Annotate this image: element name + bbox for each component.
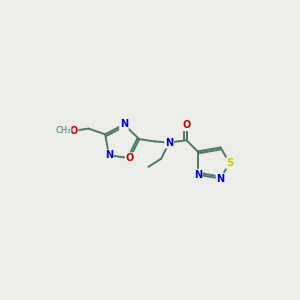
Text: O: O <box>69 126 78 136</box>
Text: N: N <box>194 169 202 180</box>
Text: N: N <box>120 119 128 129</box>
Text: N: N <box>165 138 173 148</box>
Text: O: O <box>182 120 190 130</box>
Text: N: N <box>216 174 225 184</box>
Text: N: N <box>105 150 113 160</box>
Text: CH₃: CH₃ <box>56 126 71 135</box>
Text: O: O <box>126 153 134 163</box>
Text: S: S <box>226 158 233 168</box>
